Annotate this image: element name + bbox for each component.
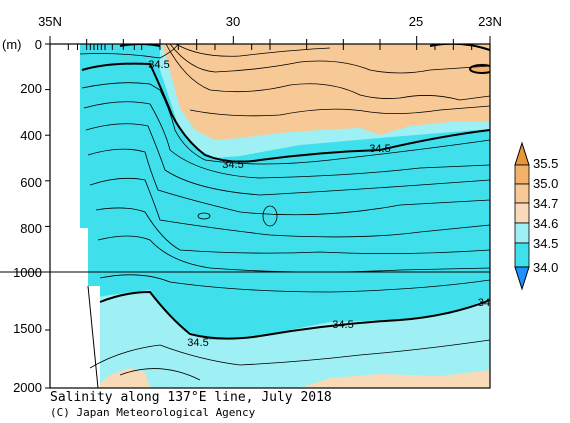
y-tick-label: 0 <box>35 37 42 52</box>
x-tick-label: 23N <box>478 14 502 29</box>
colorbar-label: 34.5 <box>533 236 558 251</box>
colorbar-label: 34.6 <box>533 216 558 231</box>
colorbar: 35.5 35.0 34.7 34.6 34.5 34.0 <box>514 141 558 291</box>
contour-line <box>89 339 490 381</box>
colorbar-swatch-34-7-to-35-0 <box>514 183 530 204</box>
bathymetry-mask <box>50 44 100 388</box>
contour-label: 34.5 <box>187 337 208 349</box>
slope-line <box>87 285 99 389</box>
y-tick-label: 1500 <box>13 321 42 336</box>
colorbar-bottom-arrow <box>514 266 530 291</box>
contour-eddy <box>197 212 211 220</box>
contour-line-34-5-deep <box>99 290 490 340</box>
contour-label: 34.5 <box>148 59 169 71</box>
colorbar-swatch-34-0-to-34-5 <box>514 242 530 268</box>
x-tick-label: 35N <box>38 14 62 29</box>
contour-label: 34.5 <box>332 319 353 331</box>
x-axis-ticks <box>49 36 491 44</box>
y-tick-label: 800 <box>20 221 42 236</box>
chart-credit: (C) Japan Meteorological Agency <box>50 406 256 419</box>
contour-line <box>85 123 490 196</box>
thin-contour-lines <box>79 44 490 381</box>
contour-labels: 34.5 34.5 34.5 34.5 34.5 34 <box>148 59 490 349</box>
contour-line <box>87 148 490 216</box>
x-tick-label: 25 <box>409 14 423 29</box>
colorbar-label: 34.0 <box>533 260 558 275</box>
bold-contour-34-5 <box>81 44 490 340</box>
colorbar-swatch-34-5-to-34-6 <box>514 222 530 244</box>
contour-line <box>165 44 490 101</box>
contour-label: 34.5 <box>222 159 243 171</box>
contour-line <box>83 101 490 179</box>
fill-bottom-high <box>95 368 150 388</box>
fill-34-5-band-deep <box>80 290 490 388</box>
contour-eddy <box>262 205 278 227</box>
colorbar-swatch-35-0-to-35-5 <box>514 164 530 185</box>
y-tick-label: 600 <box>20 175 42 190</box>
salinity-fill-layer <box>50 44 490 388</box>
colorbar-label: 35.0 <box>533 176 558 191</box>
y-tick-label: 1000 <box>13 265 42 280</box>
colorbar-top-arrow <box>514 141 530 166</box>
contour-label: 34.5 <box>369 143 390 155</box>
y-tick-label: 2000 <box>13 380 42 395</box>
contour-line <box>169 44 490 74</box>
contour-line <box>99 274 490 293</box>
y-tick-label: 200 <box>20 81 42 96</box>
contour-line <box>81 82 490 165</box>
colorbar-label: 35.5 <box>533 156 558 171</box>
contour-34-5-patch <box>469 64 490 74</box>
contour-line-34-5-upper <box>81 62 490 163</box>
contour-line <box>189 105 490 117</box>
contour-line <box>89 177 490 238</box>
y-tick-label: 400 <box>20 128 42 143</box>
contour-line <box>95 207 490 254</box>
colorbar-label: 34.7 <box>533 196 558 211</box>
y-axis-ticks <box>45 43 50 389</box>
x-tick-label: 30 <box>226 14 240 29</box>
fill-bottom-high-right <box>300 370 490 388</box>
colorbar-swatch-34-6-to-34-7 <box>514 202 530 224</box>
station-ticks <box>67 44 491 50</box>
contour-label: 34 <box>478 297 490 309</box>
chart-title: Salinity along 137°E line, July 2018 <box>50 390 332 405</box>
y-axis-unit: (m) <box>2 37 22 52</box>
